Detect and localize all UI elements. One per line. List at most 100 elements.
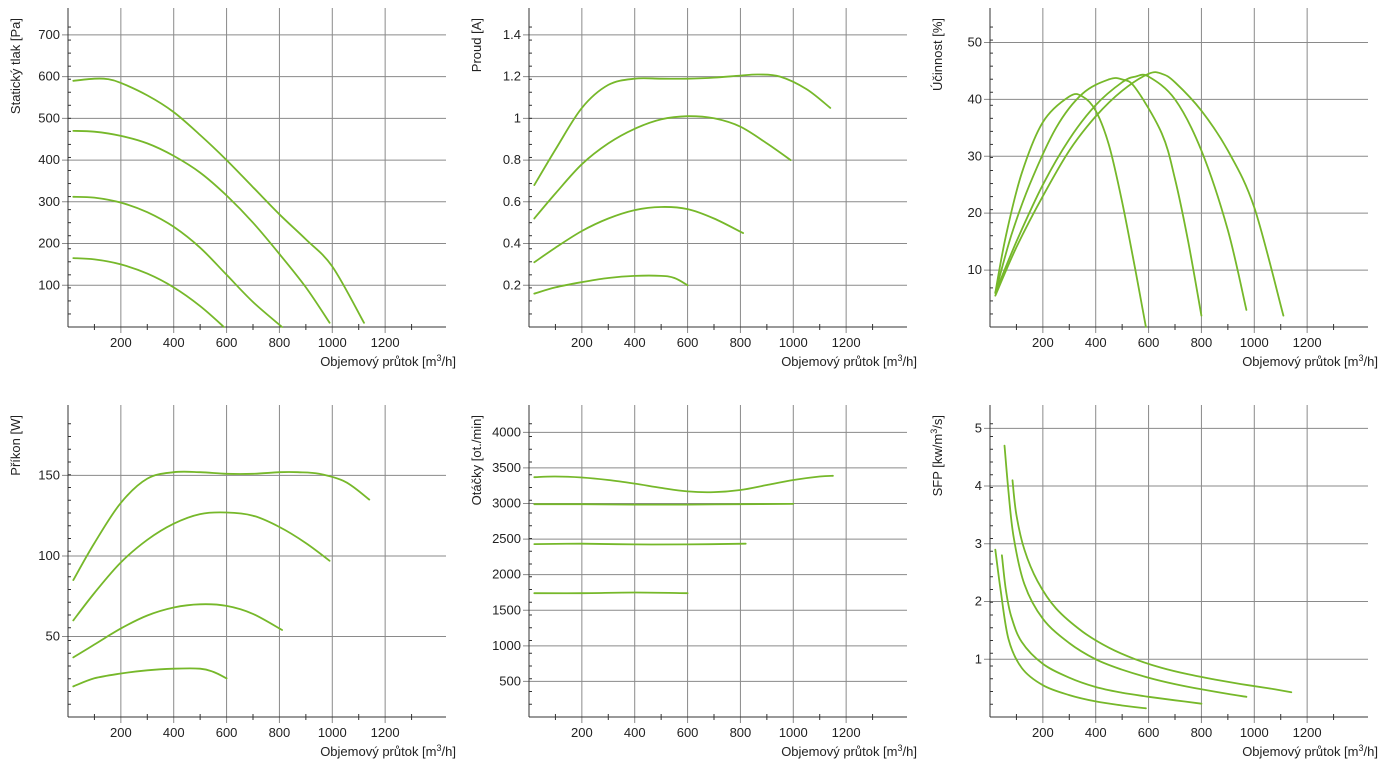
x-tick-label: 1000 bbox=[1240, 725, 1269, 740]
series-line-2 bbox=[533, 115, 792, 220]
x-axis-title-main: Objemový průtok [m bbox=[1242, 354, 1358, 369]
x-axis-title-main: Objemový průtok [m bbox=[781, 354, 897, 369]
x-tick-label: 200 bbox=[571, 725, 593, 740]
x-tick-label: 800 bbox=[269, 335, 291, 350]
x-axis-title-tail: /h] bbox=[442, 744, 456, 759]
x-tick-label: 800 bbox=[730, 725, 752, 740]
x-tick-label: 800 bbox=[269, 725, 291, 740]
y-tick-label: 3 bbox=[975, 536, 982, 551]
x-tick-label: 1000 bbox=[318, 335, 347, 350]
x-axis-title-tail: /h] bbox=[903, 744, 917, 759]
y-tick-label: 700 bbox=[38, 27, 60, 42]
series-line-1 bbox=[994, 93, 1147, 328]
x-axis-title: Objemový průtok [m3/h] bbox=[1242, 353, 1378, 369]
x-tick-label: 600 bbox=[216, 725, 238, 740]
y-tick-label: 100 bbox=[38, 548, 60, 563]
y-tick-label: 300 bbox=[38, 194, 60, 209]
y-tick-label: 50 bbox=[968, 34, 982, 49]
y-tick-label: 3500 bbox=[492, 460, 521, 475]
x-tick-label: 1000 bbox=[779, 335, 808, 350]
y-tick-label: 0.2 bbox=[503, 277, 521, 292]
x-tick-label: 200 bbox=[1032, 335, 1054, 350]
x-tick-label: 1200 bbox=[371, 335, 400, 350]
x-tick-label: 600 bbox=[677, 335, 699, 350]
series-line-2 bbox=[1001, 554, 1203, 705]
y-tick-label: 1.4 bbox=[503, 27, 521, 42]
y-tick-label: 4 bbox=[975, 478, 982, 493]
y-axis-title: Příkon [W] bbox=[8, 415, 23, 476]
x-axis-title: Objemový průtok [m3/h] bbox=[320, 743, 456, 759]
series-line-2 bbox=[533, 503, 795, 506]
y-axis-title-text: Statický tlak [Pa] bbox=[8, 18, 23, 114]
x-tick-label: 800 bbox=[1191, 335, 1213, 350]
chart-efficiency: 200 400 600 800 1000 1200 10 20 30 40 50 Objemový p… bbox=[930, 8, 1378, 369]
x-axis-title-main: Objemový průtok [m bbox=[320, 744, 436, 759]
x-tick-label: 200 bbox=[1032, 725, 1054, 740]
y-tick-label: 500 bbox=[38, 110, 60, 125]
x-tick-label: 400 bbox=[163, 335, 185, 350]
x-tick-label: 1200 bbox=[1293, 335, 1322, 350]
x-axis-title-sup: 3 bbox=[437, 743, 442, 753]
y-tick-label: 150 bbox=[38, 467, 60, 482]
y-tick-label: 40 bbox=[968, 91, 982, 106]
y-tick-label: 1 bbox=[514, 110, 521, 125]
x-axis-title-main: Objemový průtok [m bbox=[1242, 744, 1358, 759]
series-line-4 bbox=[1011, 479, 1293, 694]
x-tick-label: 1200 bbox=[371, 725, 400, 740]
y-tick-label: 2 bbox=[975, 594, 982, 609]
x-axis-title-tail: /h] bbox=[1364, 354, 1378, 369]
y-tick-label: 200 bbox=[38, 236, 60, 251]
y-axis-title-sup: 3 bbox=[929, 429, 939, 434]
y-axis-title: Proud [A] bbox=[469, 18, 484, 72]
x-axis-title: Objemový průtok [m3/h] bbox=[781, 353, 917, 369]
x-axis-title-sup: 3 bbox=[1359, 353, 1364, 363]
y-tick-label: 1000 bbox=[492, 638, 521, 653]
y-tick-label: 100 bbox=[38, 277, 60, 292]
y-tick-label: 1 bbox=[975, 651, 982, 666]
series-line-4 bbox=[72, 257, 225, 328]
y-tick-label: 10 bbox=[968, 262, 982, 277]
y-axis-title: Statický tlak [Pa] bbox=[8, 18, 23, 114]
x-tick-label: 200 bbox=[110, 335, 132, 350]
chart-static-pressure: 200 400 600 800 1000 1200 100 200 300 400 500 600 70… bbox=[8, 8, 456, 369]
x-tick-label: 1200 bbox=[1293, 725, 1322, 740]
y-tick-label: 0.6 bbox=[503, 194, 521, 209]
x-axis-title-main: Objemový průtok [m bbox=[781, 744, 897, 759]
series-line-4 bbox=[533, 591, 689, 595]
x-axis-title-sup: 3 bbox=[437, 353, 442, 363]
x-axis-title: Objemový průtok [m3/h] bbox=[781, 743, 917, 759]
series-line-3 bbox=[72, 603, 283, 659]
y-tick-label: 600 bbox=[38, 69, 60, 84]
series-line-4 bbox=[994, 71, 1285, 317]
x-tick-label: 1200 bbox=[832, 725, 861, 740]
chart-power-input: 200 400 600 800 1000 1200 50 100 150 Objemový prů… bbox=[8, 405, 456, 759]
x-tick-label: 600 bbox=[216, 335, 238, 350]
y-tick-label: 0.8 bbox=[503, 152, 521, 167]
x-tick-label: 400 bbox=[1085, 725, 1107, 740]
x-tick-label: 1000 bbox=[779, 725, 808, 740]
series-line-1 bbox=[533, 474, 834, 494]
y-tick-label: 1.2 bbox=[503, 69, 521, 84]
x-tick-label: 400 bbox=[1085, 335, 1107, 350]
series-line-3 bbox=[72, 195, 283, 328]
series-line-1 bbox=[72, 77, 365, 324]
chart-speed: 200 400 600 800 1000 1200 500 1000 1500 2000 2500 3… bbox=[469, 405, 917, 759]
x-tick-label: 400 bbox=[624, 725, 646, 740]
x-axis-title-tail: /h] bbox=[903, 354, 917, 369]
y-tick-label: 2500 bbox=[492, 531, 521, 546]
y-axis-title: Účinnost [%] bbox=[930, 18, 945, 91]
series-line-1 bbox=[533, 73, 832, 186]
x-tick-label: 800 bbox=[1191, 725, 1213, 740]
y-tick-label: 5 bbox=[975, 420, 982, 435]
y-axis-title: Otáčky [ot./min] bbox=[469, 415, 484, 505]
y-tick-label: 20 bbox=[968, 205, 982, 220]
x-tick-label: 800 bbox=[730, 335, 752, 350]
y-tick-label: 0.4 bbox=[503, 236, 521, 251]
y-tick-label: 30 bbox=[968, 148, 982, 163]
x-axis-title-main: Objemový průtok [m bbox=[320, 354, 436, 369]
x-tick-label: 1000 bbox=[1240, 335, 1269, 350]
series-line-4 bbox=[72, 667, 228, 688]
x-axis-title-sup: 3 bbox=[898, 743, 903, 753]
series-line-3 bbox=[533, 206, 744, 264]
